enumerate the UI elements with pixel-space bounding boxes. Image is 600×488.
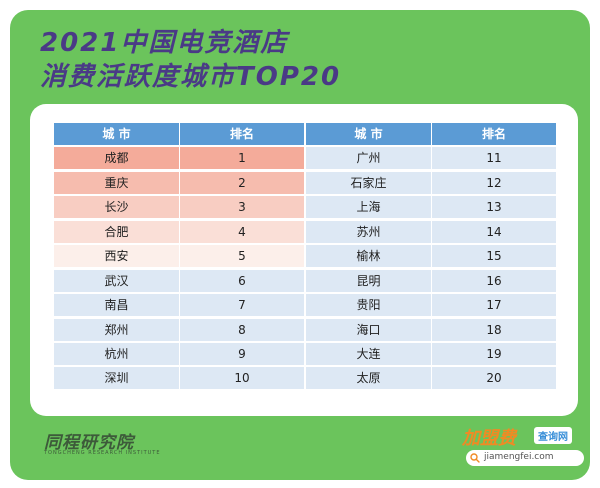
- watermark-url-bar: jiamengfei.com: [466, 450, 584, 466]
- page-title-line2: 消费活跃度城市TOP20: [40, 62, 342, 92]
- column-header-city: 城 市: [54, 123, 179, 145]
- table-row: 成都 1: [54, 147, 304, 170]
- rank-cell: 11: [432, 147, 556, 170]
- table-row: 大连 19: [306, 342, 556, 365]
- rank-cell: 8: [180, 318, 304, 341]
- ranking-table-left: 城 市 排名 成都 1 重庆 2 长沙 3 合肥 4 西安 5 武汉 6 南昌 …: [54, 123, 304, 392]
- rank-cell: 14: [432, 220, 556, 243]
- rank-cell: 3: [180, 196, 304, 219]
- city-cell: 广州: [306, 147, 431, 170]
- city-cell: 深圳: [54, 367, 179, 390]
- table-row: 贵阳 17: [306, 294, 556, 317]
- table-row: 深圳 10: [54, 367, 304, 390]
- rank-cell: 15: [432, 245, 556, 268]
- table-row: 上海 13: [306, 196, 556, 219]
- column-header-city: 城 市: [306, 123, 431, 145]
- table-row: 石家庄 12: [306, 171, 556, 194]
- city-cell: 上海: [306, 196, 431, 219]
- city-cell: 南昌: [54, 294, 179, 317]
- rank-cell: 18: [432, 318, 556, 341]
- city-cell: 武汉: [54, 269, 179, 292]
- city-cell: 太原: [306, 367, 431, 390]
- rank-cell: 19: [432, 342, 556, 365]
- city-cell: 昆明: [306, 269, 431, 292]
- ranking-table-right: 城 市 排名 广州 11 石家庄 12 上海 13 苏州 14 榆林 15 昆明…: [306, 123, 556, 392]
- column-header-rank: 排名: [180, 123, 304, 145]
- table-row: 南昌 7: [54, 294, 304, 317]
- city-cell: 石家庄: [306, 171, 431, 194]
- table-row: 长沙 3: [54, 196, 304, 219]
- watermark: 加盟费 查询网 jiamengfei.com: [462, 424, 588, 474]
- table-row: 合肥 4: [54, 220, 304, 243]
- city-cell: 重庆: [54, 171, 179, 194]
- search-icon: [470, 453, 480, 463]
- table-row: 太原 20: [306, 367, 556, 390]
- watermark-tag: 查询网: [534, 427, 572, 444]
- city-cell: 杭州: [54, 342, 179, 365]
- table-row: 苏州 14: [306, 220, 556, 243]
- tongcheng-logo-subtitle: TONGCHENG RESEARCH INSTITUTE: [44, 450, 161, 456]
- table-row: 重庆 2: [54, 171, 304, 194]
- column-header-rank: 排名: [432, 123, 556, 145]
- table-row: 昆明 16: [306, 269, 556, 292]
- rank-cell: 2: [180, 171, 304, 194]
- rank-cell: 4: [180, 220, 304, 243]
- watermark-brand: 加盟费: [462, 428, 516, 449]
- rank-cell: 16: [432, 269, 556, 292]
- city-cell: 大连: [306, 342, 431, 365]
- city-cell: 榆林: [306, 245, 431, 268]
- city-cell: 成都: [54, 147, 179, 170]
- city-cell: 苏州: [306, 220, 431, 243]
- table-row: 广州 11: [306, 147, 556, 170]
- table-header-row: 城 市 排名: [306, 123, 556, 145]
- table-row: 榆林 15: [306, 245, 556, 268]
- rank-cell: 20: [432, 367, 556, 390]
- rank-cell: 17: [432, 294, 556, 317]
- rank-cell: 7: [180, 294, 304, 317]
- page-title-line1: 2021中国电竞酒店: [40, 28, 289, 58]
- rank-cell: 5: [180, 245, 304, 268]
- watermark-url: jiamengfei.com: [484, 452, 554, 462]
- rank-cell: 13: [432, 196, 556, 219]
- rank-cell: 6: [180, 269, 304, 292]
- tongcheng-logo: 同程研究院: [44, 433, 134, 453]
- city-cell: 海口: [306, 318, 431, 341]
- rank-cell: 1: [180, 147, 304, 170]
- table-row: 西安 5: [54, 245, 304, 268]
- city-cell: 郑州: [54, 318, 179, 341]
- table-row: 海口 18: [306, 318, 556, 341]
- table-row: 武汉 6: [54, 269, 304, 292]
- city-cell: 西安: [54, 245, 179, 268]
- rank-cell: 9: [180, 342, 304, 365]
- table-row: 杭州 9: [54, 342, 304, 365]
- rank-cell: 12: [432, 171, 556, 194]
- city-cell: 长沙: [54, 196, 179, 219]
- city-cell: 贵阳: [306, 294, 431, 317]
- table-header-row: 城 市 排名: [54, 123, 304, 145]
- table-row: 郑州 8: [54, 318, 304, 341]
- rank-cell: 10: [180, 367, 304, 390]
- city-cell: 合肥: [54, 220, 179, 243]
